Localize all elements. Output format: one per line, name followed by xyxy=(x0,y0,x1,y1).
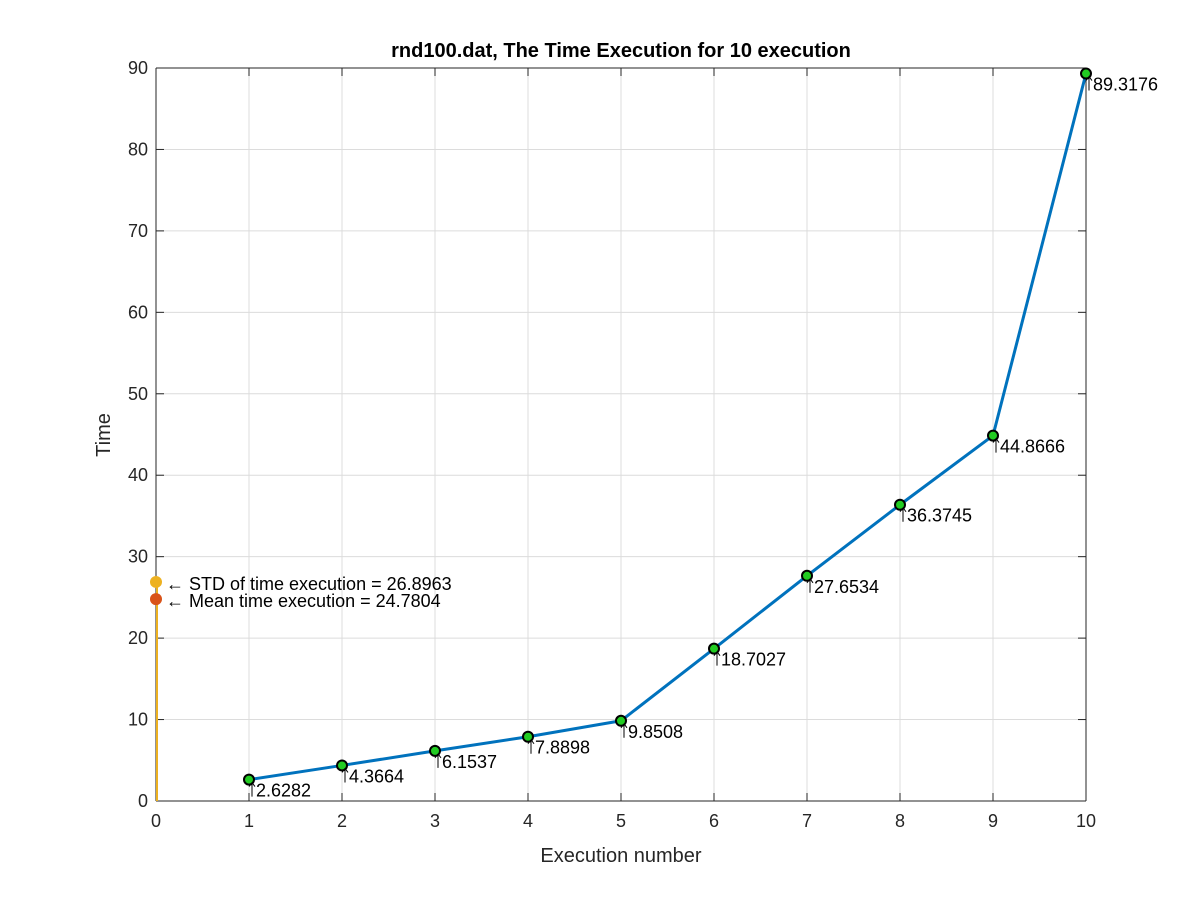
data-point xyxy=(243,773,255,786)
data-point xyxy=(522,730,534,743)
series-line xyxy=(248,73,1088,782)
y-tick-label: 70 xyxy=(128,221,148,241)
x-tick-label: 10 xyxy=(1076,811,1096,831)
y-tick-label: 90 xyxy=(128,58,148,78)
y-tick-label: 50 xyxy=(128,384,148,404)
y-tick-label: 30 xyxy=(128,547,148,567)
tick-labels: 0 1 2 3 4 5 6 7 8 9 10 0 10 20 30 40 50 60 70 80 90 xyxy=(128,58,1096,831)
data-label: 27.6534 xyxy=(814,577,879,597)
label-pointer-head xyxy=(530,739,535,745)
series xyxy=(243,67,1092,786)
data-label: 4.3664 xyxy=(349,766,404,786)
x-tick-label: 6 xyxy=(709,811,719,831)
mean-label: ← Mean time execution = 24.7804 xyxy=(166,591,441,611)
label-pointer-head xyxy=(344,768,349,773)
data-point xyxy=(801,569,813,582)
data-labels: 2.6282 4.3664 6.1537 7.8898 9.8508 18.7027 27.… xyxy=(248,75,1158,801)
label-pointer-head xyxy=(713,651,718,656)
label-pointer-head xyxy=(1085,76,1090,81)
label-pointer-head xyxy=(902,507,907,513)
data-label: 6.1537 xyxy=(442,752,497,772)
data-point xyxy=(894,498,906,511)
y-tick-label: 80 xyxy=(128,139,148,159)
std-point xyxy=(150,575,162,588)
y-tick-label: 20 xyxy=(128,628,148,648)
data-point xyxy=(987,429,999,442)
x-tick-label: 0 xyxy=(151,811,161,831)
x-tick-label: 1 xyxy=(244,811,254,831)
y-tick-label: 40 xyxy=(128,465,148,485)
y-tick-label: 60 xyxy=(128,302,148,322)
data-label: 2.6282 xyxy=(256,781,311,801)
label-pointer-head xyxy=(620,723,625,729)
data-point xyxy=(429,744,441,757)
label-pointer-head xyxy=(434,753,439,759)
label-pointer-head xyxy=(527,739,532,745)
label-pointer-head xyxy=(623,723,628,729)
x-tick-label: 3 xyxy=(430,811,440,831)
data-point xyxy=(1080,67,1092,80)
mean-point xyxy=(150,593,162,606)
x-tick-label: 8 xyxy=(895,811,905,831)
data-point xyxy=(708,642,720,655)
data-label: 7.8898 xyxy=(535,738,590,758)
label-pointer-head xyxy=(251,782,256,787)
x-tick-label: 7 xyxy=(802,811,812,831)
data-label: 44.8666 xyxy=(1000,437,1065,457)
std-label: ← STD of time execution = 26.8963 xyxy=(166,574,452,594)
y-tick-label: 10 xyxy=(128,710,148,730)
y-tick-label: 0 xyxy=(138,791,148,811)
y-axis-label: Time xyxy=(93,413,115,457)
x-tick-label: 5 xyxy=(616,811,626,831)
label-pointer-head xyxy=(992,438,997,443)
label-pointer-head xyxy=(437,753,442,759)
label-pointer-head xyxy=(899,507,904,513)
data-label: 89.3176 xyxy=(1093,75,1158,95)
x-tick-label: 4 xyxy=(523,811,533,831)
data-point xyxy=(336,759,348,772)
data-label: 9.8508 xyxy=(628,722,683,742)
data-label: 18.7027 xyxy=(721,650,786,670)
chart-title: rnd100.dat, The Time Execution for 10 ex… xyxy=(391,40,851,62)
label-pointer-head xyxy=(809,578,814,584)
x-axis-label: Execution number xyxy=(540,845,702,867)
x-tick-label: 2 xyxy=(337,811,347,831)
x-tick-label: 9 xyxy=(988,811,998,831)
label-pointer-head xyxy=(1088,76,1093,81)
data-label: 36.3745 xyxy=(907,506,972,526)
label-pointer-head xyxy=(248,782,253,787)
annotations: ← STD of time execution = 26.8963← Mean … xyxy=(150,574,452,801)
label-pointer-head xyxy=(995,438,1000,443)
label-pointer-head xyxy=(806,578,811,584)
label-pointer-head xyxy=(716,651,721,656)
data-point xyxy=(615,714,627,727)
label-pointer-head xyxy=(341,768,346,773)
